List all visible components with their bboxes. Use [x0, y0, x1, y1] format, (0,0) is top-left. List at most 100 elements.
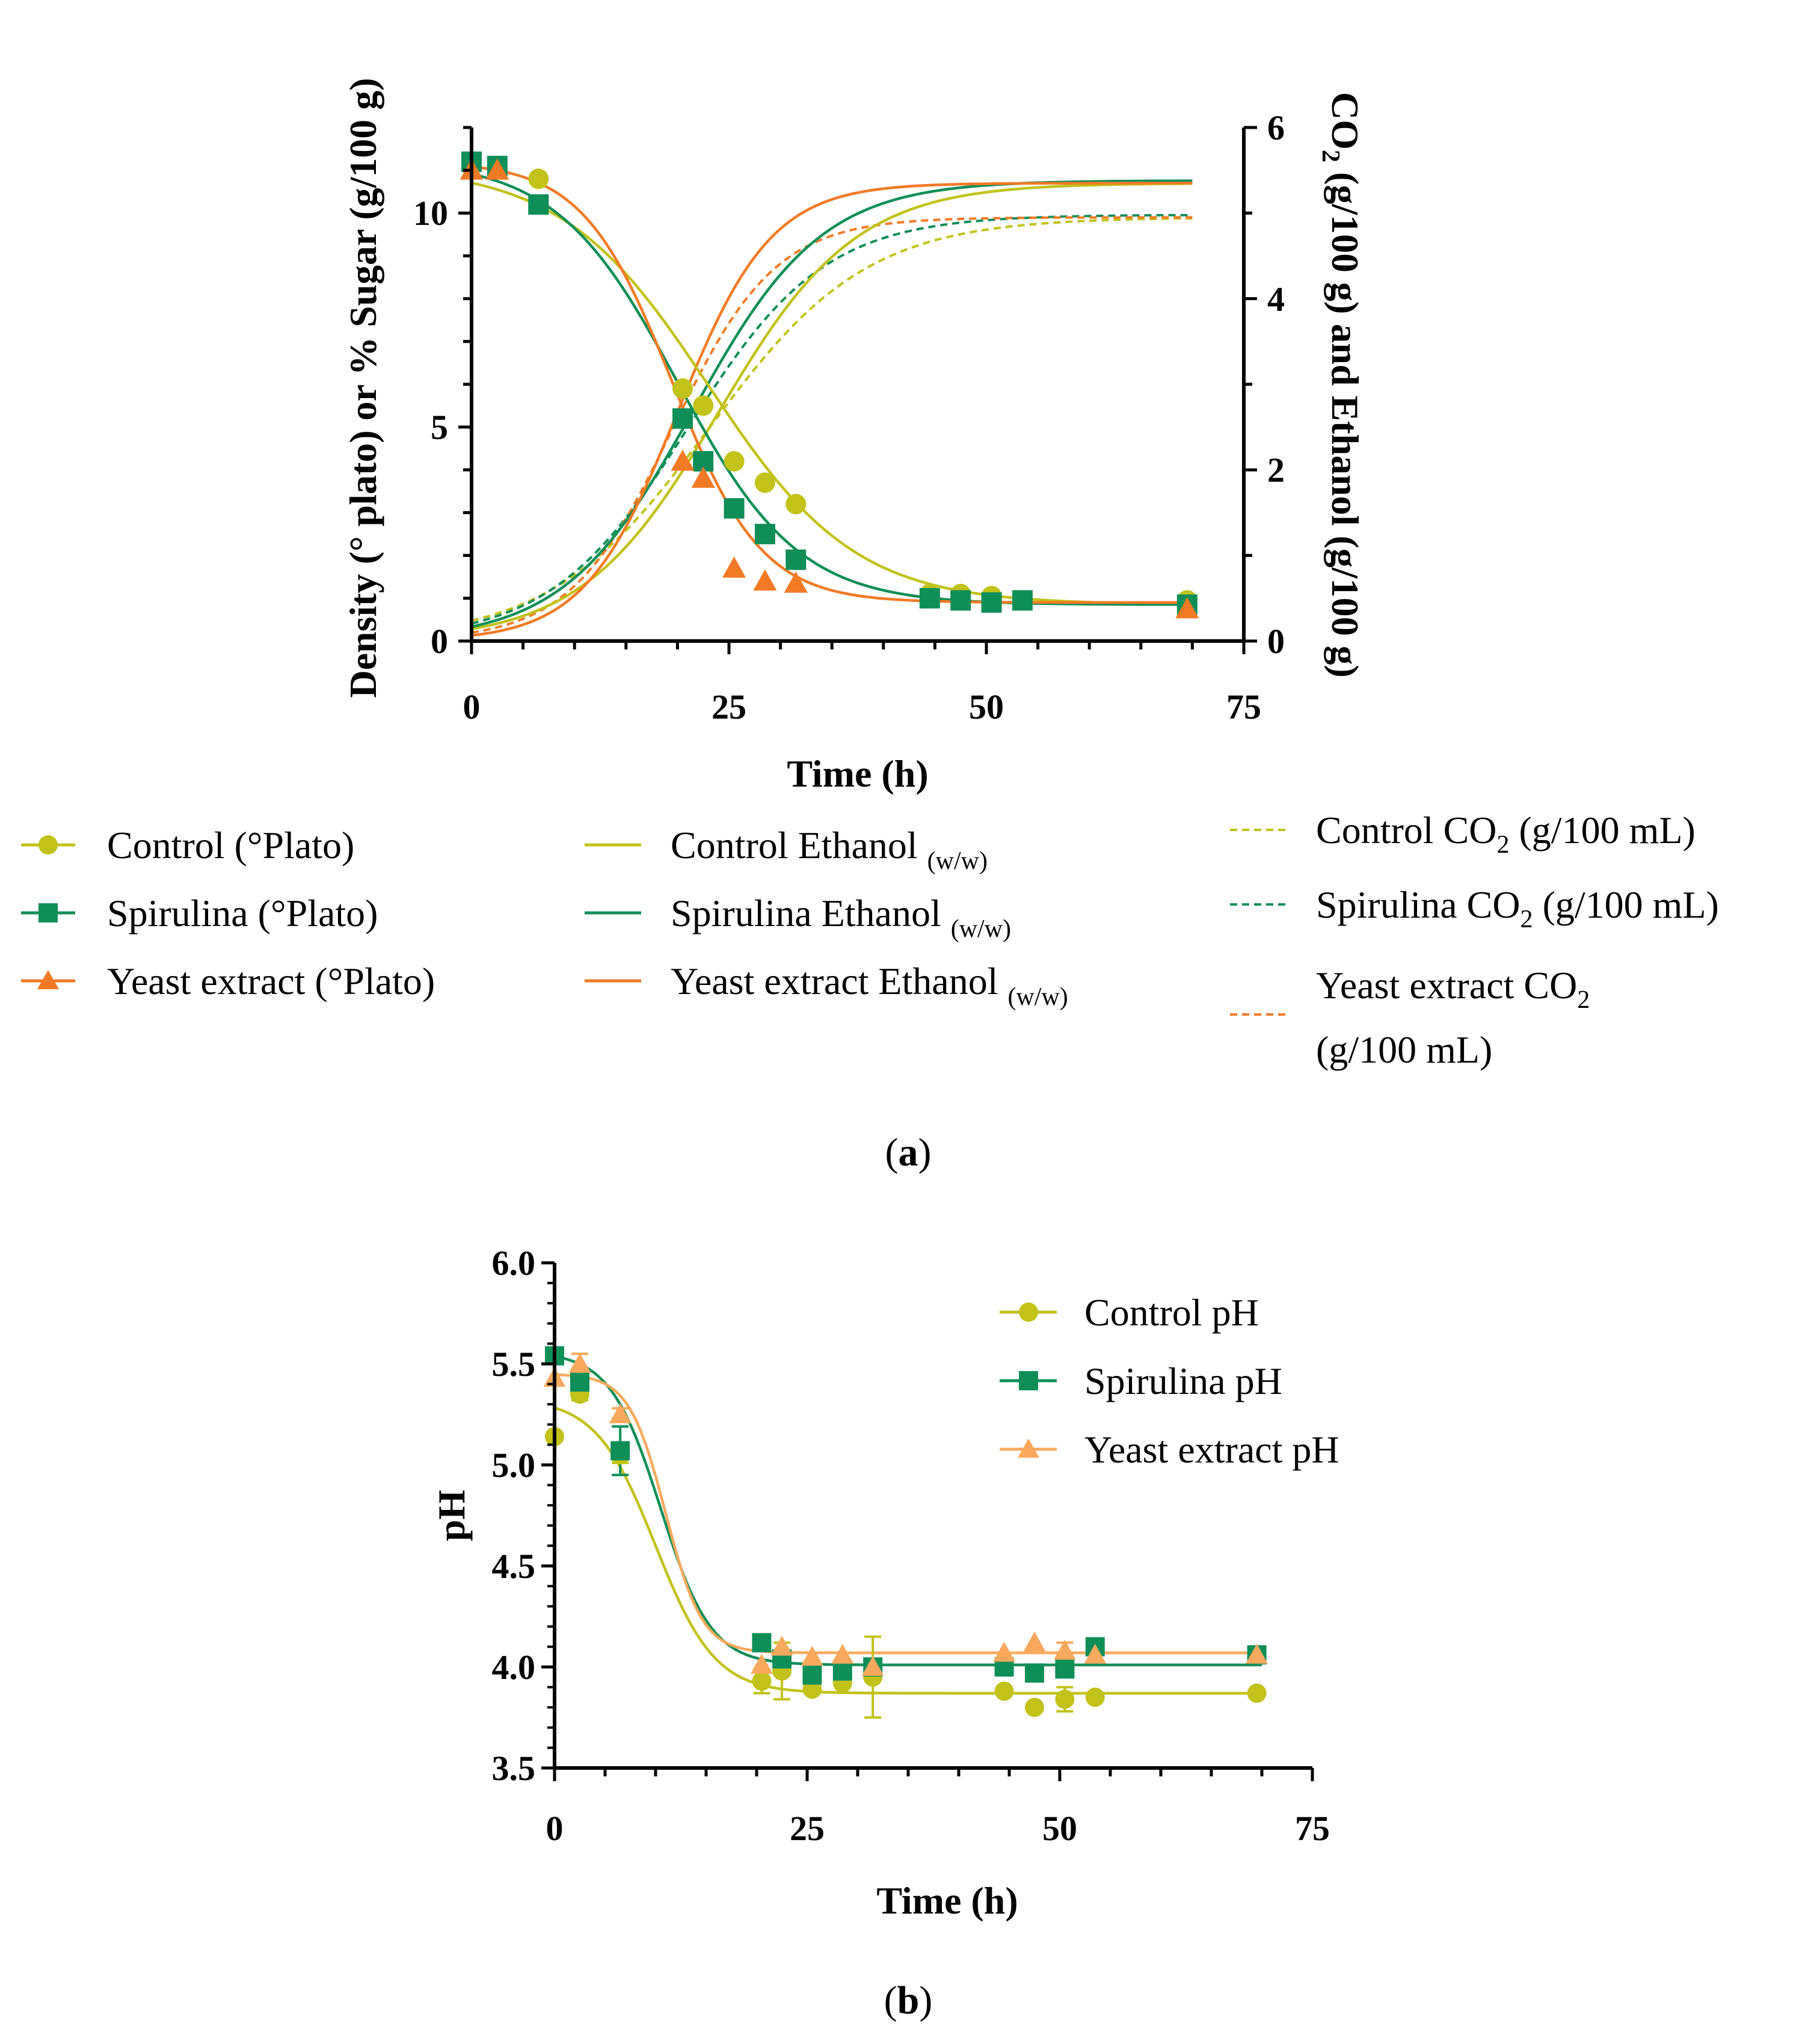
legend-label: Spirulina CO2 (g/100 mL) [1316, 883, 1719, 933]
legend-item-spirulina-ph: Spirulina pH [1000, 1360, 1282, 1402]
panel-b-y-axis-title: pH [430, 1490, 473, 1541]
spirulina-ph-fit-curve [554, 1355, 1262, 1666]
panel-a-x-axis-title: Time (h) [787, 752, 928, 795]
yeast-ph-point [751, 1654, 773, 1674]
yeast-plato-point [784, 571, 808, 593]
yeast-ph-point [801, 1645, 823, 1666]
panel-a-left-tick-label: 10 [413, 194, 448, 233]
yeast-ph-point [1246, 1643, 1268, 1664]
panel-b-x-axis-title: Time (h) [876, 1879, 1018, 1922]
panel-b-x-tick-label: 0 [546, 1809, 564, 1848]
spirulina-ph-point [610, 1441, 630, 1461]
spirulina-ph-point [1025, 1663, 1044, 1683]
panel-b-x-tick-label: 75 [1295, 1809, 1330, 1848]
panel-b-y-tick-label: 3.5 [492, 1749, 536, 1788]
legend-item-control-plato: Control (°Plato) [21, 824, 354, 867]
yeast-ph-point [831, 1643, 854, 1664]
legend-label: Yeast extract pH [1084, 1428, 1339, 1471]
legend-label: Yeast extract CO2 [1316, 964, 1590, 1014]
control-plato-point [672, 378, 693, 399]
control-ethanol-curve [471, 182, 1193, 630]
panel-a-left-tick-label: 5 [431, 408, 448, 447]
yeast-ph-point [993, 1642, 1015, 1662]
spirulina-ph-point [752, 1633, 772, 1653]
legend-label: Spirulina (°Plato) [107, 892, 378, 935]
legend-item-spirulina-ethanol: Spirulina Ethanol (w/w) [585, 892, 1011, 943]
legend-label: Control CO2 (g/100 mL) [1316, 809, 1696, 859]
panel-a-x-tick-label: 50 [969, 687, 1004, 726]
panel-a-right-tick-label: 2 [1267, 450, 1285, 490]
yeast-plato-point [485, 158, 509, 180]
panel-b-chart: 0 25 50 75 3.5 4.0 4.5 5.0 5.5 6.0 Time … [430, 1244, 1339, 1922]
control-plato-point [724, 451, 745, 472]
panel-a-x-tick-label: 25 [712, 687, 746, 726]
spirulina-ph-point [832, 1661, 852, 1681]
panel-b-x-tick-label: 25 [790, 1809, 825, 1848]
legend-item-yeast-co2: Yeast extract CO2 (g/100 mL) [1230, 964, 1590, 1071]
yeast-plato-point [671, 449, 695, 471]
panel-a-x-tick-label: 0 [463, 687, 481, 726]
control-ph-point [1055, 1689, 1075, 1709]
panel-a-left-axis-title: Density (° plato) or % Sugar (g/100 g) [342, 78, 384, 698]
spirulina-ph-point [802, 1665, 822, 1685]
control-ph-point [1025, 1698, 1044, 1717]
legend-label: Control pH [1084, 1291, 1259, 1334]
yeast-co2-curve [471, 216, 1193, 634]
control-ph-point [752, 1671, 772, 1691]
spirulina-plato-point [919, 588, 940, 609]
spirulina-plato-point [754, 524, 775, 545]
legend-item-yeast-ethanol: Yeast extract Ethanol (w/w) [585, 960, 1068, 1011]
triangle-marker-icon [37, 970, 59, 989]
control-plato-fit-curve [471, 181, 1193, 606]
panel-a-ticks [458, 126, 1257, 654]
spirulina-plato-point [950, 590, 971, 611]
yeast-ethanol-curve [471, 182, 1193, 637]
spirulina-ethanol-curve [471, 179, 1193, 628]
yeast-plato-fit-curve [471, 165, 1193, 604]
yeast-plato-point [722, 556, 746, 578]
control-co2-curve [471, 217, 1193, 622]
legend-item-control-ethanol: Control Ethanol (w/w) [585, 824, 988, 875]
triangle-marker-icon [1018, 1438, 1039, 1458]
spirulina-plato-fit-curve [471, 173, 1193, 606]
control-ph-point [1247, 1683, 1267, 1703]
control-ph-point [1085, 1687, 1105, 1707]
yeast-plato-point [1175, 597, 1199, 619]
panel-b-y-tick-label: 6.0 [492, 1244, 536, 1283]
panel-a-legend: Control (°Plato) Spirulina (°Plato) Yeas… [21, 809, 1719, 1071]
legend-item-control-ph: Control pH [1000, 1291, 1259, 1334]
spirulina-plato-point [672, 408, 693, 429]
spirulina-ph-point [570, 1372, 589, 1392]
yeast-ph-point [1023, 1631, 1046, 1652]
panel-a-x-tick-label: 75 [1226, 687, 1261, 726]
panel-b-y-tick-label: 4.0 [492, 1648, 536, 1687]
legend-label: Control (°Plato) [107, 824, 354, 867]
spirulina-plato-point [981, 592, 1002, 613]
square-marker-icon [1019, 1371, 1038, 1390]
yeast-ph-point [1084, 1643, 1107, 1664]
panel-b-x-tick-label: 50 [1042, 1809, 1077, 1848]
panel-a-label: (a) [885, 1131, 932, 1174]
control-plato-point [754, 472, 775, 493]
legend-label: Spirulina pH [1084, 1360, 1282, 1402]
legend-item-control-co2: Control CO2 (g/100 mL) [1230, 809, 1696, 859]
yeast-plato-point [753, 569, 777, 591]
legend-label: Control Ethanol (w/w) [671, 824, 988, 875]
legend-label: Spirulina Ethanol (w/w) [671, 892, 1011, 943]
control-plato-point [693, 395, 714, 416]
panel-b-ticks [541, 1261, 1314, 1781]
legend-item-spirulina-plato: Spirulina (°Plato) [21, 892, 378, 935]
spirulina-plato-point [1012, 590, 1033, 611]
spirulina-co2-curve [471, 213, 1193, 625]
panel-a-left-tick-label: 0 [431, 622, 448, 661]
yeast-ph-point [861, 1656, 884, 1676]
circle-marker-icon [38, 835, 58, 855]
spirulina-plato-point [786, 549, 807, 570]
legend-label: Yeast extract (°Plato) [107, 960, 435, 1002]
panel-b-y-tick-label: 5.5 [492, 1345, 536, 1384]
yeast-ph-point [1054, 1639, 1076, 1660]
control-ph-point [994, 1681, 1014, 1701]
yeast-ph-fit-curve [554, 1373, 1262, 1654]
yeast-ph-point [770, 1636, 793, 1656]
